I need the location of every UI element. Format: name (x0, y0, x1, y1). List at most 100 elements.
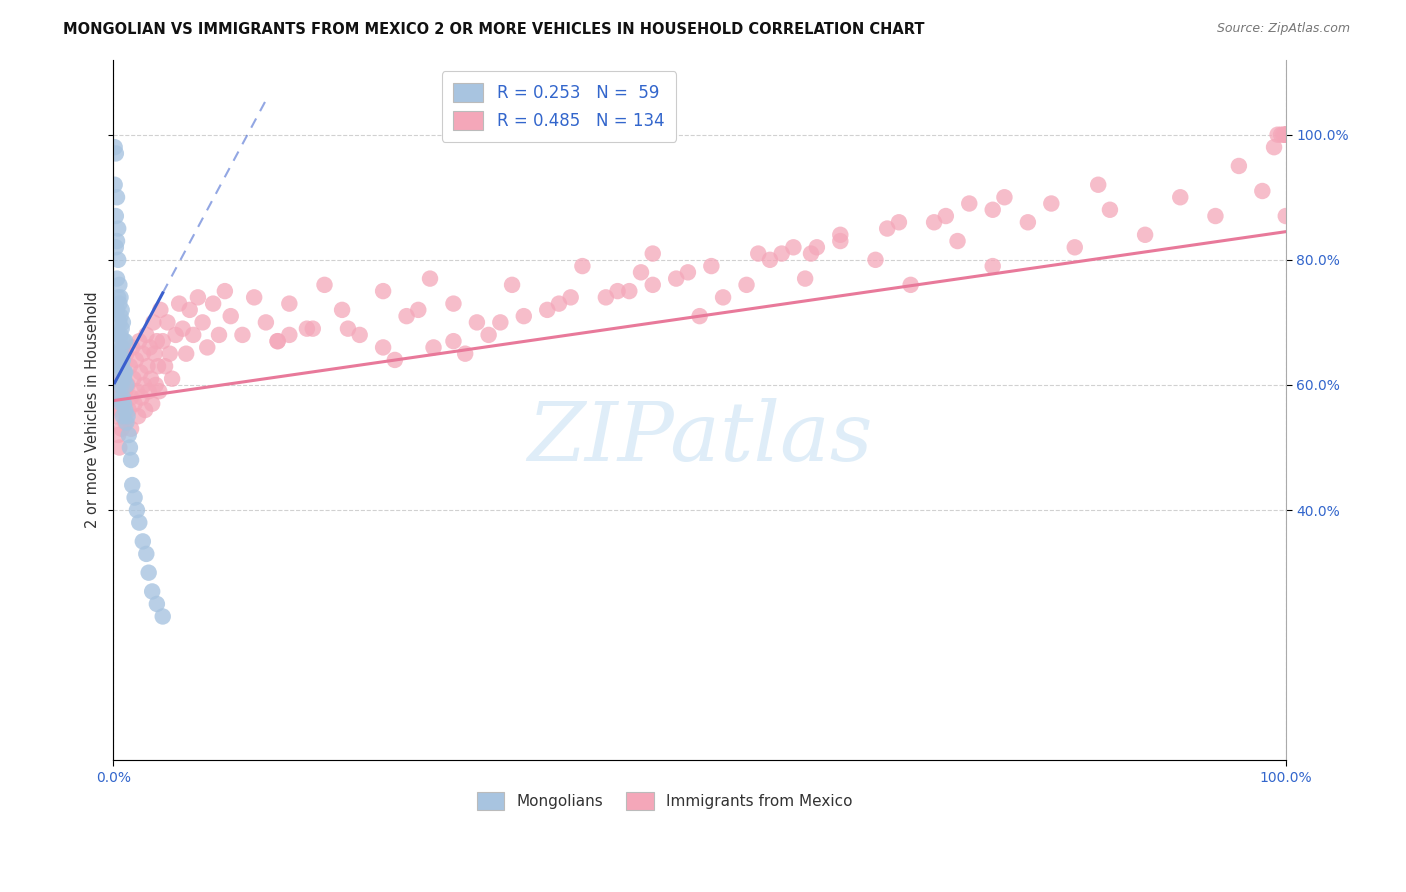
Point (548, 296, 571, 310)
Point (108, 315, 131, 329)
Point (107, 347, 129, 361)
Point (145, 378, 167, 392)
Point (876, 221, 898, 235)
Point (935, 209, 957, 223)
Point (111, 321, 134, 335)
Point (148, 384, 170, 399)
Point (278, 296, 301, 310)
Point (865, 252, 887, 267)
Point (202, 296, 225, 310)
Point (114, 403, 136, 417)
Point (981, 259, 1004, 273)
Point (132, 347, 155, 361)
Point (121, 478, 143, 492)
Point (125, 384, 148, 399)
Point (124, 397, 146, 411)
Point (107, 252, 129, 267)
Point (174, 347, 197, 361)
Point (125, 503, 148, 517)
Point (1274, 128, 1296, 142)
Point (125, 353, 148, 368)
Point (560, 290, 582, 304)
Point (111, 409, 134, 424)
Point (152, 609, 174, 624)
Point (1267, 128, 1289, 142)
Point (330, 302, 353, 317)
Y-axis label: 2 or more Vehicles in Household: 2 or more Vehicles in Household (86, 292, 100, 528)
Point (107, 428, 129, 442)
Point (110, 309, 132, 323)
Point (336, 321, 359, 335)
Point (132, 534, 155, 549)
Point (946, 234, 969, 248)
Point (179, 302, 201, 317)
Point (149, 302, 172, 317)
Point (630, 265, 652, 279)
Point (1270, 128, 1292, 142)
Point (111, 315, 134, 329)
Point (105, 302, 128, 317)
Point (132, 378, 155, 392)
Point (146, 359, 169, 374)
Point (104, 240, 127, 254)
Point (665, 271, 688, 285)
Point (110, 327, 132, 342)
Legend: Mongolians, Immigrants from Mexico: Mongolians, Immigrants from Mexico (471, 786, 859, 816)
Point (143, 347, 166, 361)
Point (108, 277, 131, 292)
Point (110, 366, 132, 380)
Point (105, 234, 128, 248)
Point (489, 315, 512, 329)
Point (219, 309, 242, 323)
Text: Source: ZipAtlas.com: Source: ZipAtlas.com (1216, 22, 1350, 36)
Point (108, 391, 131, 405)
Point (159, 347, 181, 361)
Point (465, 315, 488, 329)
Point (187, 290, 209, 304)
Point (711, 290, 734, 304)
Point (111, 340, 134, 354)
Point (371, 340, 394, 354)
Point (676, 265, 699, 279)
Point (454, 347, 477, 361)
Point (794, 271, 817, 285)
Point (266, 334, 288, 348)
Point (1274, 128, 1296, 142)
Point (922, 215, 945, 229)
Point (800, 246, 823, 260)
Point (121, 340, 143, 354)
Point (141, 584, 163, 599)
Point (111, 397, 134, 411)
Point (1263, 140, 1285, 154)
Point (115, 378, 138, 392)
Point (747, 246, 769, 260)
Point (167, 296, 190, 310)
Point (105, 271, 128, 285)
Point (128, 516, 150, 530)
Point (395, 309, 418, 323)
Point (146, 597, 169, 611)
Point (108, 378, 131, 392)
Point (104, 140, 127, 154)
Point (141, 397, 163, 411)
Point (107, 290, 129, 304)
Point (111, 391, 134, 405)
Point (124, 491, 146, 505)
Point (1204, 209, 1226, 223)
Point (156, 315, 179, 329)
Point (104, 146, 127, 161)
Point (112, 334, 135, 348)
Point (900, 277, 922, 292)
Point (138, 384, 160, 399)
Point (1098, 202, 1121, 217)
Point (278, 327, 301, 342)
Point (295, 321, 318, 335)
Point (118, 403, 141, 417)
Point (111, 378, 134, 392)
Point (142, 315, 165, 329)
Point (606, 284, 628, 298)
Point (957, 196, 980, 211)
Point (165, 327, 187, 342)
Point (571, 259, 593, 273)
Point (107, 359, 129, 374)
